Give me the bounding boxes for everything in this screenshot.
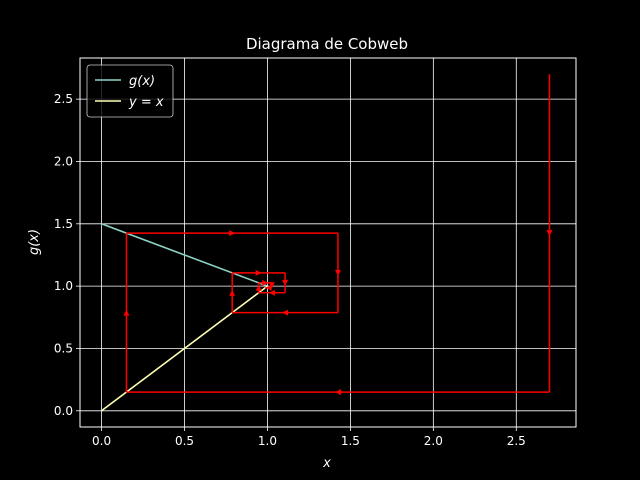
cobweb-arrowhead [262, 279, 269, 286]
x-tick-label: 1.0 [258, 434, 277, 448]
cobweb-arrowhead [265, 284, 272, 291]
cobweb-arrowhead [229, 230, 236, 237]
legend-label: y = x [128, 95, 164, 110]
cobweb-arrowhead [229, 289, 236, 296]
x-axis-label: x [322, 456, 331, 471]
x-tick-label: 0.0 [92, 434, 111, 448]
cobweb-arrowhead [123, 309, 130, 316]
cobweb-arrowhead [268, 282, 275, 289]
cobweb-arrowhead [255, 284, 262, 291]
legend: g(x) y = x [86, 64, 174, 118]
cobweb-arrowhead [334, 389, 341, 396]
cobweb-arrowhead [546, 230, 553, 237]
series-layer [101, 223, 268, 412]
cobweb-arrowhead [282, 279, 289, 286]
ticks: 0.0 0.5 1.0 1.5 2.0 2.5 0.0 0.5 1.0 1.5 2.0 2.5 [54, 92, 526, 448]
cobweb-arrowhead [334, 269, 341, 276]
cobweb-arrowhead [282, 309, 289, 316]
y-axis-label: g(x) [27, 229, 42, 255]
y-tick-label: 1.5 [54, 217, 73, 231]
cobweb-arrowhead [268, 289, 275, 296]
y-tick-label: 0.5 [54, 341, 73, 355]
cobweb-arrowhead [255, 269, 262, 276]
y-tick-label: 1.0 [54, 279, 73, 293]
y-tick-label: 2.0 [54, 154, 73, 168]
legend-box [86, 64, 174, 118]
x-tick-label: 2.0 [424, 434, 443, 448]
chart-title: Diagrama de Cobweb [246, 35, 408, 53]
y-tick-label: 2.5 [54, 92, 73, 106]
x-tick-label: 1.5 [341, 434, 360, 448]
y-tick-label: 0.0 [54, 404, 73, 418]
x-tick-label: 0.5 [175, 434, 194, 448]
series-line-y-x [101, 285, 268, 412]
legend-label: g(x) [129, 74, 155, 89]
cobweb-layer [123, 74, 553, 396]
x-tick-label: 2.5 [507, 434, 526, 448]
plot-frame [79, 57, 577, 428]
series-line-g-x [101, 223, 268, 287]
